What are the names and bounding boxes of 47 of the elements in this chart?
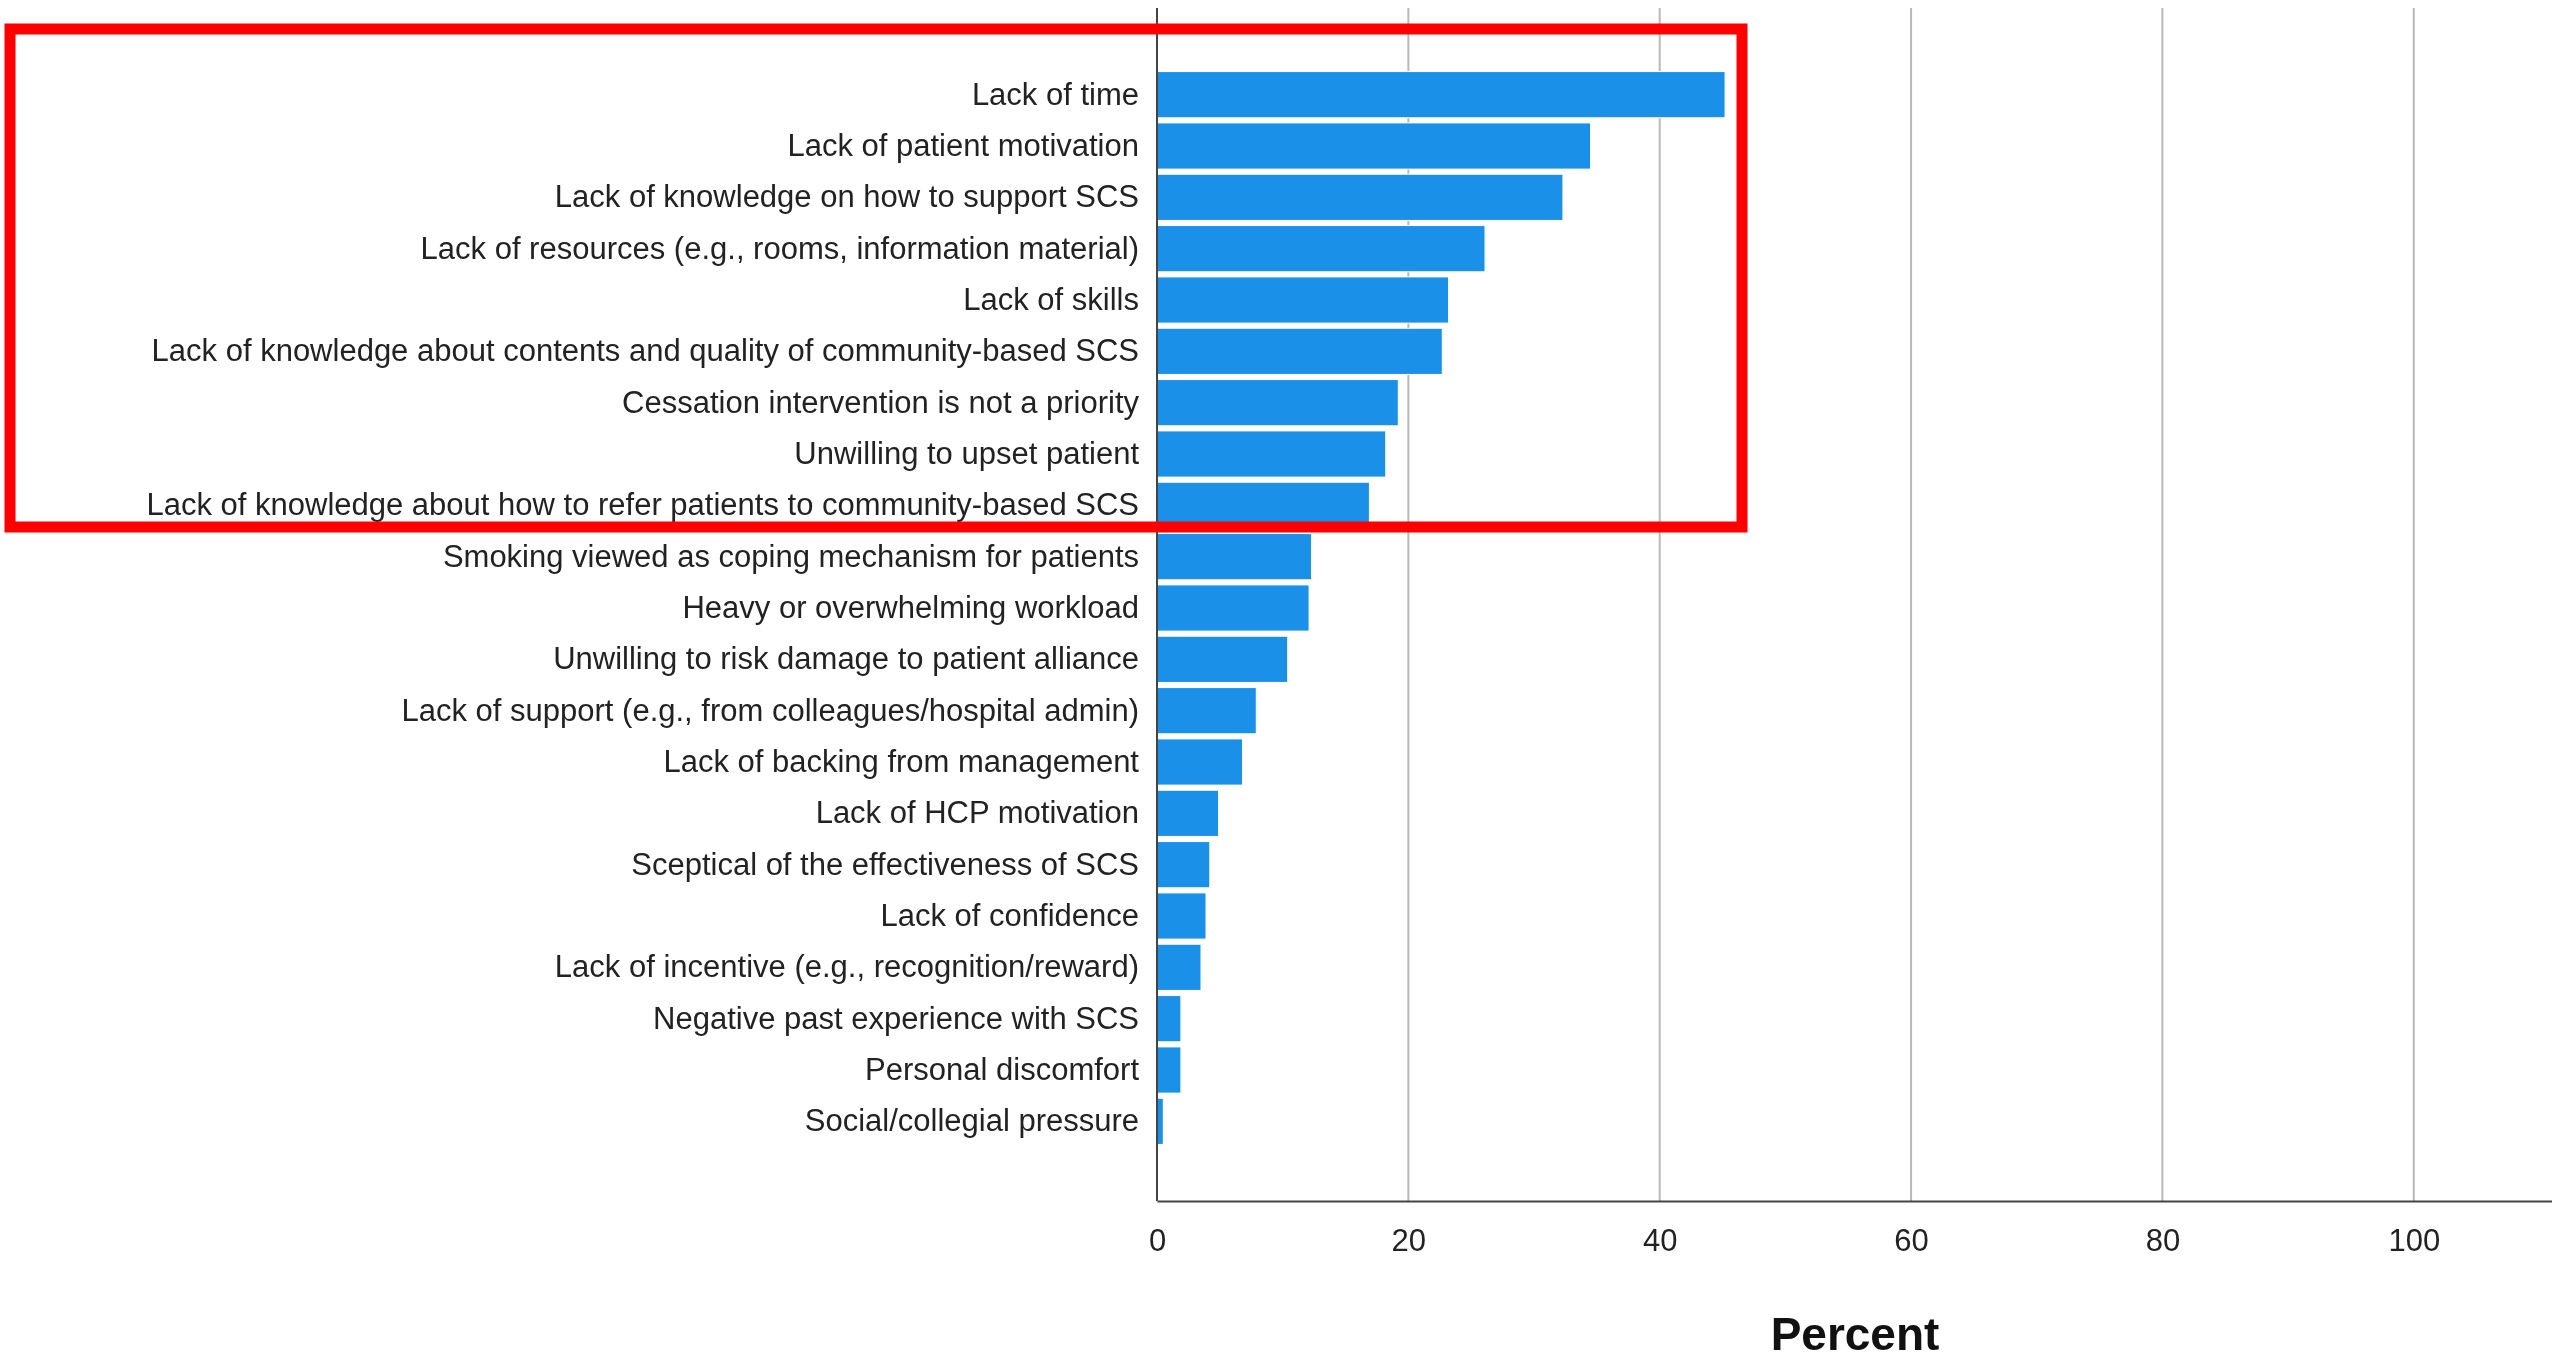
x-tick-label: 20 [1391,1223,1427,1259]
bar [1156,738,1243,786]
y-tick-label: Lack of knowledge about how to refer patients to community-based SCS [146,487,1139,523]
bar [1156,533,1313,581]
y-tick-label: Lack of incentive (e.g., recognition/reward) [554,949,1139,985]
y-tick-label: Lack of knowledge about contents and quality of community-based SCS [151,333,1139,369]
y-tick-label: Lack of time [971,76,1139,112]
y-tick-label: Smoking viewed as coping mechanism for patients [442,538,1139,574]
bar [1156,584,1310,632]
y-tick-label: Social/collegial pressure [804,1103,1139,1139]
bar [1156,1046,1182,1094]
bar [1156,379,1399,427]
bar [1156,173,1564,221]
bar [1156,892,1207,940]
y-tick-label: Personal discomfort [865,1051,1140,1087]
x-axis-title: Percent [1770,1308,1940,1359]
x-tick-label: 60 [1894,1223,1929,1259]
bar [1156,71,1726,119]
x-tick-label: 40 [1642,1223,1678,1259]
y-tick-label: Lack of backing from management [663,743,1140,779]
bar [1156,635,1289,683]
y-tick-label: Unwilling to risk damage to patient alliance [553,641,1139,677]
y-tick-label: Lack of HCP motivation [815,795,1139,831]
y-tick-label: Lack of confidence [880,897,1139,933]
y-tick-label: Negative past experience with SCS [653,1000,1139,1036]
bar [1156,225,1486,273]
bar [1156,122,1592,170]
bar [1156,430,1387,478]
bar [1156,841,1211,889]
x-tick-label: 100 [2388,1223,2441,1259]
y-tick-label: Lack of support (e.g., from colleagues/hospital admin) [401,692,1139,728]
y-tick-label: Cessation intervention is not a priority [622,384,1140,420]
y-tick-label: Lack of patient motivation [787,127,1139,163]
bar [1156,943,1202,991]
x-tick-label: 80 [2145,1223,2181,1259]
bar [1156,687,1257,735]
y-tick-label: Lack of skills [963,281,1139,317]
bar [1156,789,1220,837]
bar [1156,327,1443,375]
y-tick-label: Lack of knowledge on how to support SCS [554,179,1139,215]
bar [1156,995,1182,1043]
y-tick-label: Heavy or overwhelming workload [682,589,1139,625]
x-tick-label: 0 [1148,1223,1167,1259]
bar [1156,276,1450,324]
y-tick-label: Lack of resources (e.g., rooms, information material) [420,230,1139,266]
y-tick-label: Unwilling to upset patient [794,435,1140,471]
y-tick-label: Sceptical of the effectiveness of SCS [631,846,1139,882]
